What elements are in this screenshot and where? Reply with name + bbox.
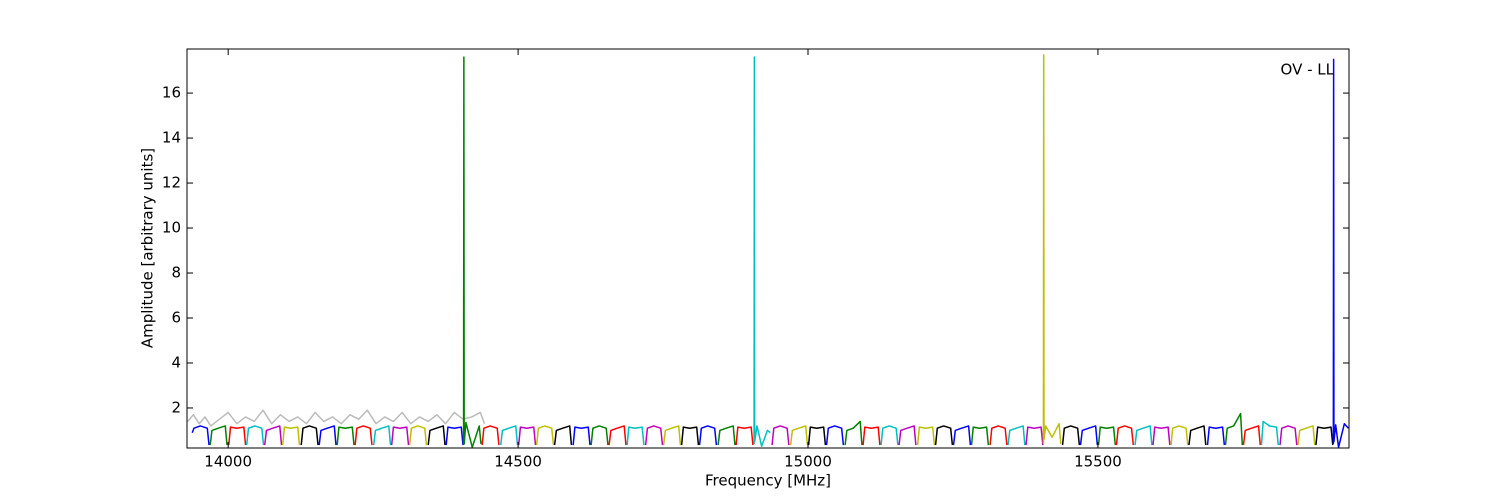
spectrum-line [445,426,464,446]
spectrum-line [281,426,301,446]
spectrum-line [1260,420,1280,446]
spectrum-line [880,425,899,446]
spectrum-line [717,425,736,446]
spectrum-line [590,425,609,446]
y-axis-label: Amplitude [arbitrary units] [139,148,157,348]
spectrum-line [553,425,573,446]
spectrum-line [390,426,410,446]
spectrum-line [644,425,664,446]
spectrum-line [354,425,373,446]
y-tick-label: 4 [171,353,181,371]
spectrum-line [970,426,990,446]
spectrum-line [187,409,486,427]
spectrum-line [427,425,446,446]
spectrum-line [989,425,1008,446]
spectrum-line [481,425,500,446]
x-axis-label: Frequency [MHz] [705,472,831,490]
spectrum-line [1170,425,1189,446]
spectrum-line [1242,425,1262,446]
spectrum-line [608,425,627,446]
x-tick-label: 15500 [1074,453,1122,471]
spectrum-line [1297,425,1316,446]
spectrum-line [698,425,718,446]
spectrum-line [1152,426,1171,446]
spectrum-line [680,426,700,446]
spectrum-line [228,426,247,446]
spectrum-line [1061,425,1081,446]
spectrum-line [1279,425,1298,446]
y-tick-label: 12 [162,174,181,192]
spectrum-line [191,425,210,446]
spectrum-line [735,426,754,446]
spectrum-line [572,426,591,446]
spectrum-line [209,425,228,446]
spectrum-line [1315,426,1334,446]
spectrum-line [336,426,355,446]
spectrum-line [1206,426,1226,446]
spectrum-line [1007,425,1026,446]
spectrum-line [372,425,392,446]
y-tick-label: 14 [162,129,181,147]
spectrum-line [662,425,682,446]
y-tick-label: 16 [162,84,181,102]
spectrum-line [1115,425,1135,446]
plot-lines [187,54,1349,448]
spectrum-line [300,425,319,446]
annotation: OV - LL [1281,61,1335,79]
spectrum-line [462,56,482,448]
y-tick-label: 2 [171,398,181,416]
y-tick-label: 10 [162,219,181,237]
spectrum-line [1025,426,1044,446]
spectrum-line [499,425,519,446]
spectrum-line [952,425,972,446]
spectrum-line [753,56,771,447]
y-tick-label: 8 [171,264,181,282]
spectrum-line [318,425,337,446]
spectrum-line [1079,425,1099,446]
plot-frame [186,48,1350,449]
y-tick-label: 6 [171,308,181,326]
x-tick-label: 14000 [204,453,252,471]
spectrum-line [1188,425,1207,446]
spectrum-line [1042,54,1062,445]
spectrum-line [844,420,863,446]
spectrum-line [1224,412,1244,446]
spectrum-line [245,425,265,446]
spectrum-line [626,426,645,446]
spectrum-line [263,425,283,446]
x-tick-label: 15000 [784,453,832,471]
spectrum-line [934,425,954,446]
spectrum-line [1332,58,1349,448]
spectrum-line [535,425,555,446]
spectrum-line [408,425,428,446]
spectrum-line [916,426,936,446]
x-tick-label: 14500 [494,453,542,471]
spectrum-line [898,425,917,446]
spectrum-line [1097,426,1117,446]
spectrum-line [771,425,790,446]
spectrum-line [1134,425,1153,446]
spectrum-line [789,425,809,446]
spectrum-line [807,426,827,446]
spectrum-line [517,426,537,446]
spectrum-line [825,425,845,446]
spectrum-line [862,426,881,446]
